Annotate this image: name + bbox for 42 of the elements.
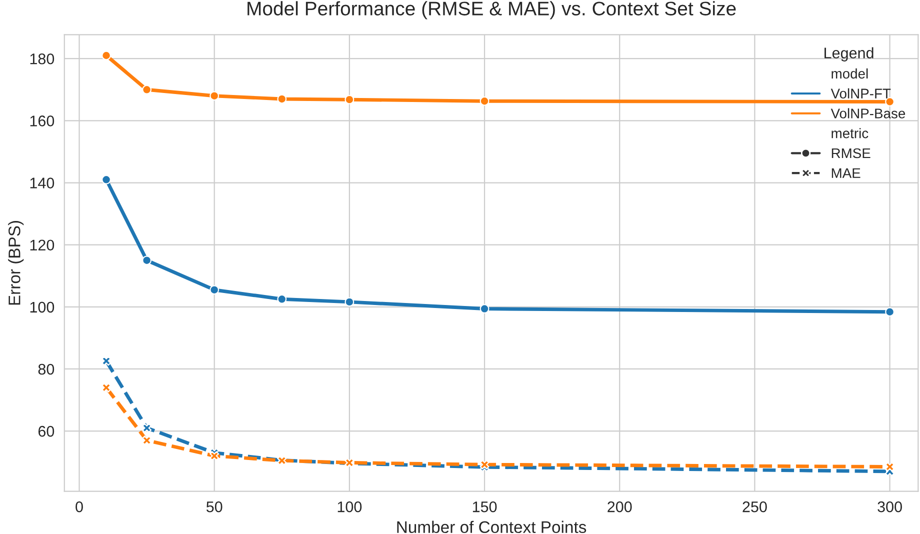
y-tick-label: 180 (30, 53, 54, 64)
point (885, 97, 895, 106)
chart-title: Model Performance (RMSE & MAE) vs. Context Set Size (248, 1, 736, 20)
point (210, 451, 220, 461)
point (102, 50, 111, 60)
x-tick-label: 300 (878, 501, 902, 512)
x-tick-label: 100 (338, 501, 362, 512)
y-tick-label: 100 (30, 302, 54, 313)
legend-title: Legend (824, 47, 874, 62)
point (210, 91, 220, 101)
point (142, 84, 152, 94)
point (480, 96, 490, 106)
legend-label: VolNP-FT (830, 88, 891, 98)
y-tick-label: 120 (30, 240, 54, 251)
x-axis-title: Number of Context Points (397, 520, 586, 534)
annotation: RMSE (832, 148, 870, 158)
point (344, 297, 354, 307)
y-tick-label: 80 (38, 364, 54, 375)
point (142, 423, 152, 433)
point (142, 256, 152, 266)
x-tick-label: 50 (206, 501, 222, 512)
legend-label: VolNP-Base (830, 108, 906, 118)
point (277, 294, 287, 304)
x-tick-label: 150 (472, 501, 497, 512)
y-tick-label: 60 (38, 426, 54, 437)
x-tick-label: 0 (76, 501, 83, 512)
y-axis-title: Error (BPS) (8, 220, 24, 305)
point (102, 174, 111, 184)
point (210, 285, 220, 295)
y-tick-label: 140 (30, 178, 54, 188)
point (480, 460, 490, 470)
x-tick-label: 250 (742, 501, 767, 512)
x-tick-label: 200 (608, 501, 632, 512)
annotation: metric (832, 128, 868, 138)
point (480, 304, 490, 314)
point (885, 307, 895, 317)
y-tick-label: 160 (30, 116, 54, 126)
annotation: model (832, 68, 868, 79)
annotation: MAE (832, 168, 860, 178)
point (344, 94, 354, 104)
point (885, 462, 895, 472)
point (277, 94, 287, 104)
